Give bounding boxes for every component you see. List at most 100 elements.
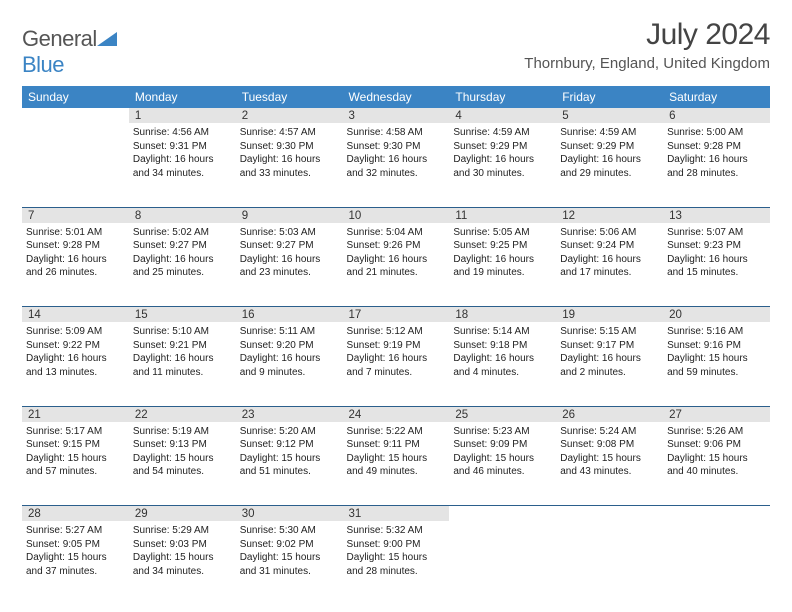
- sunrise-line: Sunrise: 4:59 AM: [453, 126, 552, 140]
- daynum-row: 14151617181920: [22, 307, 770, 323]
- day-details: Sunrise: 5:27 AMSunset: 9:05 PMDaylight:…: [26, 524, 125, 578]
- week-row: Sunrise: 5:17 AMSunset: 9:15 PM Daylight:…: [22, 422, 770, 506]
- day-header: Monday: [129, 86, 236, 108]
- day-cell: Sunrise: 4:58 AMSunset: 9:30 PMDaylight:…: [343, 123, 450, 207]
- sunset-line: Sunset: 9:29 PM: [560, 140, 659, 154]
- day-details: Sunrise: 5:22 AMSunset: 9:11 PMDaylight:…: [347, 425, 446, 479]
- month-title: July 2024: [524, 18, 770, 52]
- daylight-line: Daylight: 16 hours and 23 minutes.: [240, 253, 339, 280]
- day-details: Sunrise: 5:14 AMSunset: 9:18 PMDaylight:…: [453, 325, 552, 379]
- sunset-line: Sunset: 9:27 PM: [133, 239, 232, 253]
- day-cell: Sunrise: 4:57 AMSunset: 9:30 PMDaylight:…: [236, 123, 343, 207]
- day-details: Sunrise: 5:11 AMSunset: 9:20 PMDaylight:…: [240, 325, 339, 379]
- daylight-line: Daylight: 16 hours and 34 minutes.: [133, 153, 232, 180]
- day-details: Sunrise: 5:03 AMSunset: 9:27 PMDaylight:…: [240, 226, 339, 280]
- day-number: 23: [236, 406, 343, 422]
- day-cell: Sunrise: 5:26 AMSunset: 9:06 PMDaylight:…: [663, 422, 770, 506]
- day-details: Sunrise: 4:57 AMSunset: 9:30 PMDaylight:…: [240, 126, 339, 180]
- daylight-line: Daylight: 15 hours and 59 minutes.: [667, 352, 766, 379]
- sunset-line: Sunset: 9:16 PM: [667, 339, 766, 353]
- day-details: Sunrise: 5:02 AMSunset: 9:27 PMDaylight:…: [133, 226, 232, 280]
- sunrise-line: Sunrise: 5:22 AM: [347, 425, 446, 439]
- day-cell: [556, 521, 663, 605]
- day-number: 29: [129, 506, 236, 522]
- sunset-line: Sunset: 9:20 PM: [240, 339, 339, 353]
- logo-text: General Blue: [22, 26, 117, 78]
- sunrise-line: Sunrise: 5:11 AM: [240, 325, 339, 339]
- day-cell: Sunrise: 5:17 AMSunset: 9:15 PMDaylight:…: [22, 422, 129, 506]
- sunset-line: Sunset: 9:30 PM: [347, 140, 446, 154]
- week-row: Sunrise: 5:09 AMSunset: 9:22 PMDaylight:…: [22, 322, 770, 406]
- sunset-line: Sunset: 9:17 PM: [560, 339, 659, 353]
- day-number: 10: [343, 207, 450, 223]
- day-number: 8: [129, 207, 236, 223]
- daylight-line: Daylight: 16 hours and 9 minutes.: [240, 352, 339, 379]
- sunrise-line: Sunrise: 5:20 AM: [240, 425, 339, 439]
- sunrise-line: Sunrise: 5:17 AM: [26, 425, 125, 439]
- day-details: Sunrise: 5:32 AMSunset: 9:00 PMDaylight:…: [347, 524, 446, 578]
- day-details: Sunrise: 5:06 AMSunset: 9:24 PMDaylight:…: [560, 226, 659, 280]
- day-cell: Sunrise: 5:03 AMSunset: 9:27 PMDaylight:…: [236, 223, 343, 307]
- sunset-line: Sunset: 9:06 PM: [667, 438, 766, 452]
- daylight-line: Daylight: 16 hours and 26 minutes.: [26, 253, 125, 280]
- day-cell: Sunrise: 5:19 AMSunset: 9:13 PMDaylight:…: [129, 422, 236, 506]
- sunrise-line: Sunrise: 5:09 AM: [26, 325, 125, 339]
- day-cell: Sunrise: 5:24 AMSunset: 9:08 PMDaylight:…: [556, 422, 663, 506]
- daylight-line: Daylight: 15 hours and 37 minutes.: [26, 551, 125, 578]
- logo: General Blue: [22, 26, 117, 78]
- sunrise-line: Sunrise: 5:00 AM: [667, 126, 766, 140]
- header: General Blue July 2024 Thornbury, Englan…: [22, 18, 770, 78]
- week-row: Sunrise: 5:01 AMSunset: 9:28 PMDaylight:…: [22, 223, 770, 307]
- day-number: 25: [449, 406, 556, 422]
- sunrise-line: Sunrise: 5:15 AM: [560, 325, 659, 339]
- sunset-line: Sunset: 9:11 PM: [347, 438, 446, 452]
- daylight-line: Daylight: 16 hours and 17 minutes.: [560, 253, 659, 280]
- day-number: 1: [129, 108, 236, 123]
- sunset-line: Sunset: 9:15 PM: [26, 438, 125, 452]
- day-number: 11: [449, 207, 556, 223]
- day-details: Sunrise: 4:59 AMSunset: 9:29 PMDaylight:…: [453, 126, 552, 180]
- sunrise-line: Sunrise: 5:24 AM: [560, 425, 659, 439]
- daylight-line: Daylight: 16 hours and 30 minutes.: [453, 153, 552, 180]
- location: Thornbury, England, United Kingdom: [524, 55, 770, 72]
- daylight-line: Daylight: 15 hours and 43 minutes.: [560, 452, 659, 479]
- day-number: [556, 506, 663, 522]
- day-cell: Sunrise: 5:23 AMSunset: 9:09 PMDaylight:…: [449, 422, 556, 506]
- sunrise-line: Sunrise: 5:12 AM: [347, 325, 446, 339]
- day-number: 7: [22, 207, 129, 223]
- day-number: 31: [343, 506, 450, 522]
- day-cell: Sunrise: 5:02 AMSunset: 9:27 PMDaylight:…: [129, 223, 236, 307]
- daylight-line: Daylight: 15 hours and 40 minutes.: [667, 452, 766, 479]
- sunrise-line: Sunrise: 4:56 AM: [133, 126, 232, 140]
- day-cell: Sunrise: 5:20 AMSunset: 9:12 PMDaylight:…: [236, 422, 343, 506]
- sunset-line: Sunset: 9:09 PM: [453, 438, 552, 452]
- day-number: 6: [663, 108, 770, 123]
- daylight-line: Daylight: 16 hours and 21 minutes.: [347, 253, 446, 280]
- day-cell: [449, 521, 556, 605]
- daylight-line: Daylight: 15 hours and 54 minutes.: [133, 452, 232, 479]
- day-details: Sunrise: 5:07 AMSunset: 9:23 PMDaylight:…: [667, 226, 766, 280]
- calendar-page: General Blue July 2024 Thornbury, Englan…: [0, 0, 792, 605]
- day-cell: Sunrise: 5:06 AMSunset: 9:24 PMDaylight:…: [556, 223, 663, 307]
- day-header-row: Sunday Monday Tuesday Wednesday Thursday…: [22, 86, 770, 108]
- day-number: [22, 108, 129, 123]
- logo-word2: Blue: [22, 52, 64, 77]
- day-header: Thursday: [449, 86, 556, 108]
- day-number: 2: [236, 108, 343, 123]
- sunrise-line: Sunrise: 5:27 AM: [26, 524, 125, 538]
- daylight-line: Daylight: 16 hours and 4 minutes.: [453, 352, 552, 379]
- day-details: Sunrise: 5:10 AMSunset: 9:21 PMDaylight:…: [133, 325, 232, 379]
- daylight-line: Daylight: 15 hours and 34 minutes.: [133, 551, 232, 578]
- day-cell: Sunrise: 5:30 AMSunset: 9:02 PMDaylight:…: [236, 521, 343, 605]
- daylight-line: Daylight: 16 hours and 28 minutes.: [667, 153, 766, 180]
- daynum-row: 78910111213: [22, 207, 770, 223]
- sunrise-line: Sunrise: 5:07 AM: [667, 226, 766, 240]
- day-cell: Sunrise: 5:14 AMSunset: 9:18 PMDaylight:…: [449, 322, 556, 406]
- sunset-line: Sunset: 9:23 PM: [667, 239, 766, 253]
- daynum-row: 21222324252627: [22, 406, 770, 422]
- logo-triangle-icon: [97, 30, 117, 46]
- sunrise-line: Sunrise: 5:10 AM: [133, 325, 232, 339]
- day-cell: Sunrise: 5:04 AMSunset: 9:26 PMDaylight:…: [343, 223, 450, 307]
- day-details: Sunrise: 5:16 AMSunset: 9:16 PMDaylight:…: [667, 325, 766, 379]
- day-number: 17: [343, 307, 450, 323]
